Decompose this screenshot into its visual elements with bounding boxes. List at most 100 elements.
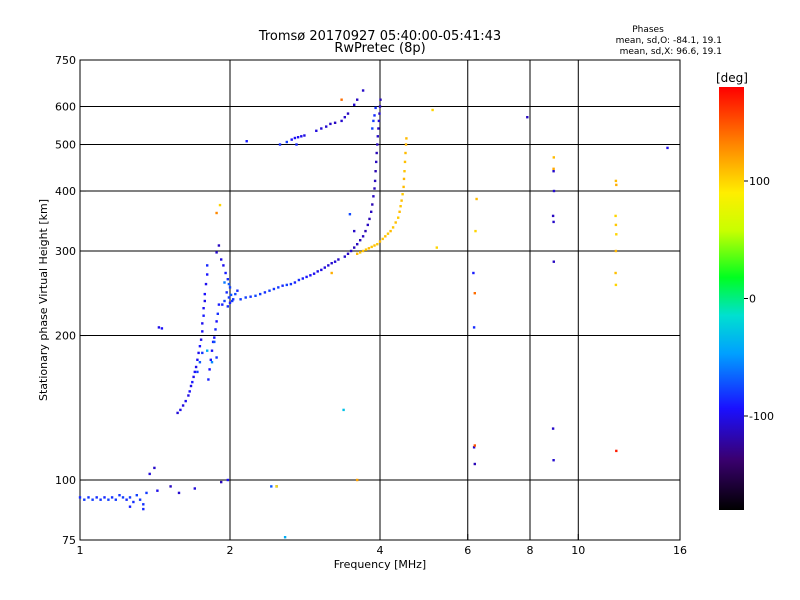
data-point-o <box>375 160 378 164</box>
data-point-o <box>215 356 218 359</box>
y-tick-label: 200 <box>55 330 76 343</box>
data-point-x <box>367 247 371 250</box>
data-point-x <box>614 249 618 253</box>
data-point-o <box>206 349 209 352</box>
data-point-o <box>196 358 199 361</box>
y-axis-label: Stationary phase Virtual Height [km] <box>37 199 50 401</box>
x-tick-label: 16 <box>673 544 687 557</box>
x-tick-label: 4 <box>377 544 384 557</box>
data-point-o <box>353 103 356 106</box>
data-point-o <box>231 299 234 303</box>
data-point-o <box>263 291 267 294</box>
data-point-o <box>373 179 377 183</box>
x-tick-label: 1 <box>77 544 84 557</box>
chart-title: Tromsø 20170927 05:40:00-05:41:43 <box>258 29 501 44</box>
data-point-o <box>177 491 181 495</box>
data-point-x <box>381 237 384 241</box>
data-point-x <box>356 252 359 255</box>
data-point-o <box>206 264 209 267</box>
data-point-o <box>128 505 132 508</box>
data-point-o <box>270 485 273 488</box>
data-point-o <box>221 303 224 306</box>
data-point-o <box>285 283 288 287</box>
x-tick-label: 8 <box>527 544 534 557</box>
data-point-x <box>615 449 618 453</box>
colorbar-gradient <box>719 87 744 510</box>
data-point-o <box>301 277 304 280</box>
data-point-o <box>340 119 343 123</box>
data-point-o <box>214 328 217 331</box>
data-point-o <box>184 399 187 403</box>
data-point-o <box>220 480 223 484</box>
data-point-o <box>110 496 114 499</box>
data-point-o <box>204 282 208 286</box>
data-point-o <box>330 262 333 265</box>
data-point-o <box>305 275 308 279</box>
data-point-o <box>203 299 206 303</box>
data-point-o <box>226 478 229 482</box>
phases-x-stats: mean, sd,X: 96.6, 19.1 <box>620 47 722 57</box>
data-point-o <box>228 301 232 304</box>
data-point-o <box>343 255 346 258</box>
data-point-o <box>207 378 210 381</box>
data-point-o <box>370 210 373 213</box>
data-point-o <box>373 187 376 190</box>
data-point-o <box>333 260 337 263</box>
data-point-o <box>157 326 161 329</box>
data-point-o <box>312 272 316 275</box>
y-tick-label: 75 <box>62 534 76 547</box>
data-point-x <box>405 137 408 140</box>
data-point-o <box>132 500 135 504</box>
data-point-o <box>125 498 128 501</box>
data-point-x <box>402 185 405 189</box>
data-point-o <box>283 536 287 539</box>
data-point-o <box>371 203 374 206</box>
data-point-o <box>337 258 340 261</box>
colorbar: [deg] 100 0 -100 <box>716 71 774 510</box>
data-point-o <box>193 370 196 374</box>
data-point-o <box>145 491 148 495</box>
data-point-o <box>353 246 356 249</box>
data-point-x <box>615 233 618 236</box>
data-point-o <box>376 135 379 138</box>
data-point-o <box>191 380 194 384</box>
data-point-o <box>91 498 94 501</box>
data-point-o <box>552 220 555 224</box>
data-point-o <box>216 312 219 315</box>
data-point-o <box>473 462 476 466</box>
data-point-o <box>187 394 190 397</box>
data-point-o <box>181 404 185 407</box>
data-point-o <box>377 119 381 123</box>
data-point-o <box>552 170 555 173</box>
data-point-o <box>193 487 196 490</box>
data-point-o <box>361 235 365 238</box>
data-point-o <box>552 189 556 193</box>
data-point-o <box>290 138 293 141</box>
data-point-o <box>103 496 106 499</box>
data-point-x <box>386 232 390 235</box>
data-point-o <box>156 489 159 492</box>
data-point-o <box>353 229 356 233</box>
y-tick-label: 600 <box>55 101 76 114</box>
data-point-x <box>373 244 376 247</box>
data-point-x <box>397 216 400 219</box>
data-point-o <box>320 127 323 130</box>
data-point-x <box>614 179 618 183</box>
data-point-o <box>87 496 90 499</box>
data-point-o <box>268 289 271 292</box>
data-point-o <box>223 281 226 284</box>
data-point-o <box>346 112 350 115</box>
data-point-o <box>372 195 375 198</box>
y-tick-label: 300 <box>55 245 76 258</box>
data-point-x <box>359 251 362 254</box>
data-point-o <box>552 459 555 462</box>
data-point-o <box>118 494 121 497</box>
data-point-o <box>293 136 297 140</box>
data-point-o <box>277 286 280 289</box>
data-point-x <box>473 444 476 447</box>
data-point-o <box>107 498 110 501</box>
data-point-o <box>249 295 252 298</box>
data-point-o <box>198 361 202 364</box>
data-point-x <box>401 193 404 196</box>
data-point-o <box>142 507 145 511</box>
